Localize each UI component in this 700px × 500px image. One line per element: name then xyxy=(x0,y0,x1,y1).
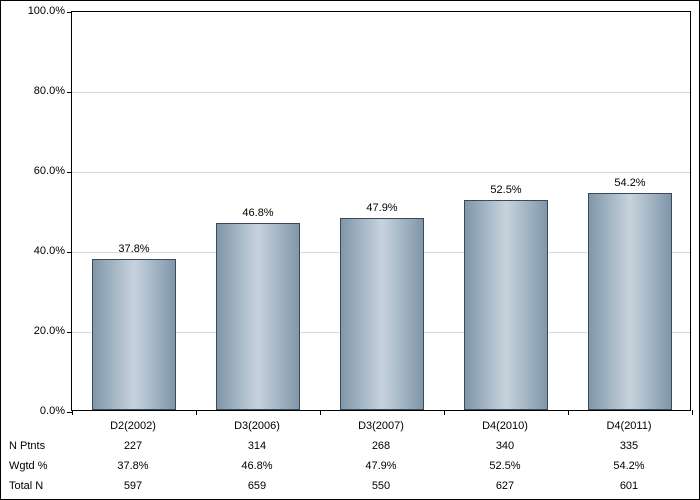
row-cell: D3(2007) xyxy=(319,416,443,436)
bar-slot: 47.9% xyxy=(320,12,444,410)
row-header: Total N xyxy=(1,476,71,496)
bar-slot: 37.8% xyxy=(72,12,196,410)
bar xyxy=(92,259,176,410)
ytick-label: 40.0% xyxy=(5,245,65,257)
row-cell: 268 xyxy=(319,436,443,456)
xtick-mark xyxy=(196,410,197,415)
bar-slot: 54.2% xyxy=(568,12,692,410)
row-header: Wgtd % xyxy=(1,456,71,476)
row-header: N Ptnts xyxy=(1,436,71,456)
table-row: Total N597659550627601 xyxy=(1,476,700,496)
xtick-mark xyxy=(444,410,445,415)
plot-area: 37.8% 46.8% 47.9% 52.5% 54.2% xyxy=(71,11,691,411)
row-cell: D3(2006) xyxy=(195,416,319,436)
row-cell: 54.2% xyxy=(567,456,691,476)
xtick-mark xyxy=(692,410,693,415)
bar-slot: 52.5% xyxy=(444,12,568,410)
ytick-label: 100.0% xyxy=(5,5,65,17)
bar-value-label: 52.5% xyxy=(490,184,521,196)
row-cell: 227 xyxy=(71,436,195,456)
row-cell: 37.8% xyxy=(71,456,195,476)
table-row: N Ptnts227314268340335 xyxy=(1,436,700,456)
bar xyxy=(464,200,548,410)
row-cell: D2(2002) xyxy=(71,416,195,436)
row-cell: 46.8% xyxy=(195,456,319,476)
row-cell: 550 xyxy=(319,476,443,496)
row-cell: 47.9% xyxy=(319,456,443,476)
row-cell: 627 xyxy=(443,476,567,496)
bar-slot: 46.8% xyxy=(196,12,320,410)
bar-value-label: 47.9% xyxy=(366,202,397,214)
ytick-label: 20.0% xyxy=(5,325,65,337)
bar-value-label: 37.8% xyxy=(118,243,149,255)
row-cell: 335 xyxy=(567,436,691,456)
xtick-mark xyxy=(320,410,321,415)
xtick-mark xyxy=(568,410,569,415)
ytick-label: 60.0% xyxy=(5,165,65,177)
data-table: D2(2002)D3(2006)D3(2007)D4(2010)D4(2011)… xyxy=(1,416,700,496)
row-cell: D4(2010) xyxy=(443,416,567,436)
row-cell: 340 xyxy=(443,436,567,456)
row-cell: 597 xyxy=(71,476,195,496)
row-cell: 52.5% xyxy=(443,456,567,476)
table-row: Wgtd %37.8%46.8%47.9%52.5%54.2% xyxy=(1,456,700,476)
row-cell: 659 xyxy=(195,476,319,496)
bar xyxy=(588,193,672,410)
chart-container: 37.8%46.8%47.9%52.5%54.2% D2(2002)D3(200… xyxy=(0,0,700,500)
ytick-label: 80.0% xyxy=(5,85,65,97)
bar-value-label: 54.2% xyxy=(614,177,645,189)
ytick-label: 0.0% xyxy=(5,405,65,417)
row-cell: 314 xyxy=(195,436,319,456)
table-row: D2(2002)D3(2006)D3(2007)D4(2010)D4(2011) xyxy=(1,416,700,436)
bar-value-label: 46.8% xyxy=(242,207,273,219)
bar xyxy=(340,218,424,410)
row-cell: D4(2011) xyxy=(567,416,691,436)
bar xyxy=(216,223,300,410)
row-cell: 601 xyxy=(567,476,691,496)
xtick-mark xyxy=(72,410,73,415)
